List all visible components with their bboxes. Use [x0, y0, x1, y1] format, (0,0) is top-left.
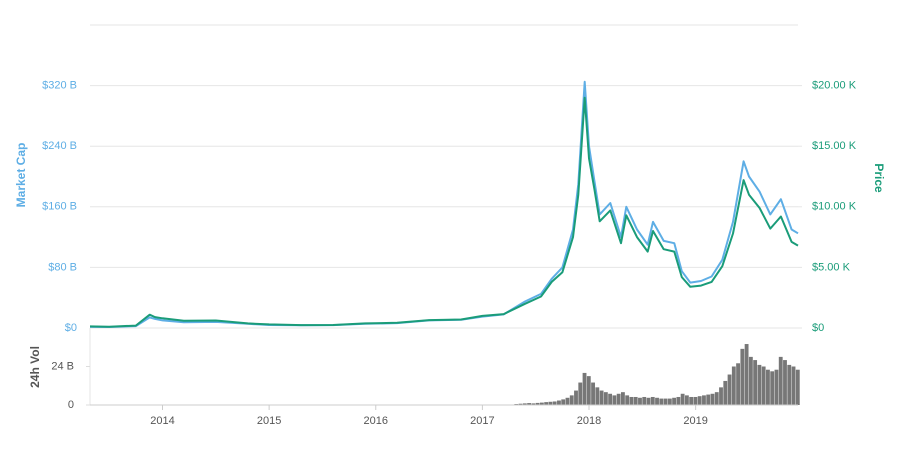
volume-bar — [621, 392, 625, 405]
x-tick-label: 2015 — [257, 415, 281, 427]
volume-bar — [714, 392, 719, 405]
volume-bar — [633, 396, 638, 405]
volume-bar — [689, 396, 694, 405]
volume-bar — [650, 396, 655, 405]
y2-tick-label: $5.00 K — [812, 261, 851, 273]
volume-axis-title: 24h Vol — [28, 346, 42, 388]
volume-bar — [582, 372, 587, 405]
volume-bar — [539, 402, 544, 405]
volume-bar — [569, 395, 574, 405]
line-series — [89, 96, 799, 328]
volume-bar — [599, 390, 604, 405]
volume-bar — [791, 366, 796, 405]
volume-bar — [697, 396, 702, 405]
volume-bar — [702, 395, 706, 405]
volume-bar — [663, 398, 668, 405]
volume-bar — [795, 369, 800, 405]
volume-bar — [527, 403, 532, 405]
volume-bar — [518, 403, 523, 405]
volume-bar — [783, 360, 787, 405]
y2-tick-label: $0 — [812, 322, 824, 334]
volume-bar — [574, 390, 578, 405]
volume-bar — [778, 356, 783, 405]
volume-bar — [552, 401, 557, 405]
volume-bar — [672, 397, 677, 405]
volume-bar — [723, 380, 728, 405]
volume-bar — [684, 395, 689, 405]
volume-bar — [757, 364, 762, 405]
x-tick-label: 2014 — [150, 415, 174, 427]
volume-bar — [693, 396, 698, 405]
volume-bar — [727, 374, 732, 405]
volume-bar — [561, 399, 566, 405]
y2-tick-label: $15.00 K — [812, 140, 857, 152]
volume-bar — [586, 376, 591, 405]
volume-bar — [595, 387, 600, 405]
y2-tick-label: $20.00 K — [812, 80, 857, 92]
volume-bar — [774, 369, 779, 405]
volume-bar — [603, 392, 608, 405]
volume-bar — [535, 402, 540, 405]
y-tick-label: $240 B — [42, 140, 77, 152]
y-tick-label: $80 B — [48, 261, 77, 273]
x-tick-label: 2019 — [683, 415, 707, 427]
volume-bar — [706, 394, 711, 405]
y-axis-title: Market Cap — [14, 143, 28, 208]
volume-bar — [667, 398, 672, 405]
volume-bar — [748, 356, 753, 405]
volume-bar — [565, 397, 570, 405]
volume-bar — [548, 401, 553, 405]
x-tick-label: 2016 — [364, 415, 388, 427]
x-tick-label: 2018 — [577, 415, 601, 427]
volume-bar — [680, 393, 685, 405]
volume-bar — [744, 344, 749, 405]
volume-bar — [591, 382, 595, 405]
y-tick-label: $160 B — [42, 201, 77, 213]
y-tick-label: $0 — [65, 322, 77, 334]
line-series — [89, 80, 799, 328]
volume-bar — [612, 395, 617, 405]
x-tick-label: 2017 — [470, 415, 494, 427]
volume-bar — [544, 402, 549, 405]
volume-bar — [731, 366, 736, 405]
volume-bar — [753, 360, 758, 405]
volume-bar — [787, 364, 792, 405]
volume-bar — [629, 396, 634, 405]
volume-bar — [770, 371, 775, 405]
volume-bar — [522, 403, 527, 405]
y-tick-label: $320 B — [42, 80, 77, 92]
volume-bar — [646, 397, 651, 405]
volume-bar — [761, 366, 766, 405]
y2-tick-label: $10.00 K — [812, 201, 857, 213]
volume-bar — [625, 395, 630, 405]
volume-bar — [608, 393, 613, 405]
volume-bar — [557, 400, 561, 405]
volume-bar — [719, 387, 723, 405]
volume-bar — [710, 393, 715, 405]
y2-axis-title: Price — [872, 163, 886, 193]
volume-bar — [766, 369, 770, 405]
volume-bar — [736, 363, 740, 405]
volume-bar — [655, 397, 659, 405]
volume-bar — [740, 348, 745, 405]
volume-bar — [642, 396, 647, 405]
volume-bar — [638, 397, 642, 405]
y-tick-label: 24 B — [51, 360, 74, 372]
volume-bar — [616, 393, 621, 405]
y-tick-label: 0 — [68, 399, 74, 411]
volume-bar — [676, 396, 681, 405]
volume-bar — [659, 398, 664, 405]
volume-bar — [578, 382, 583, 405]
volume-bar — [531, 403, 536, 405]
